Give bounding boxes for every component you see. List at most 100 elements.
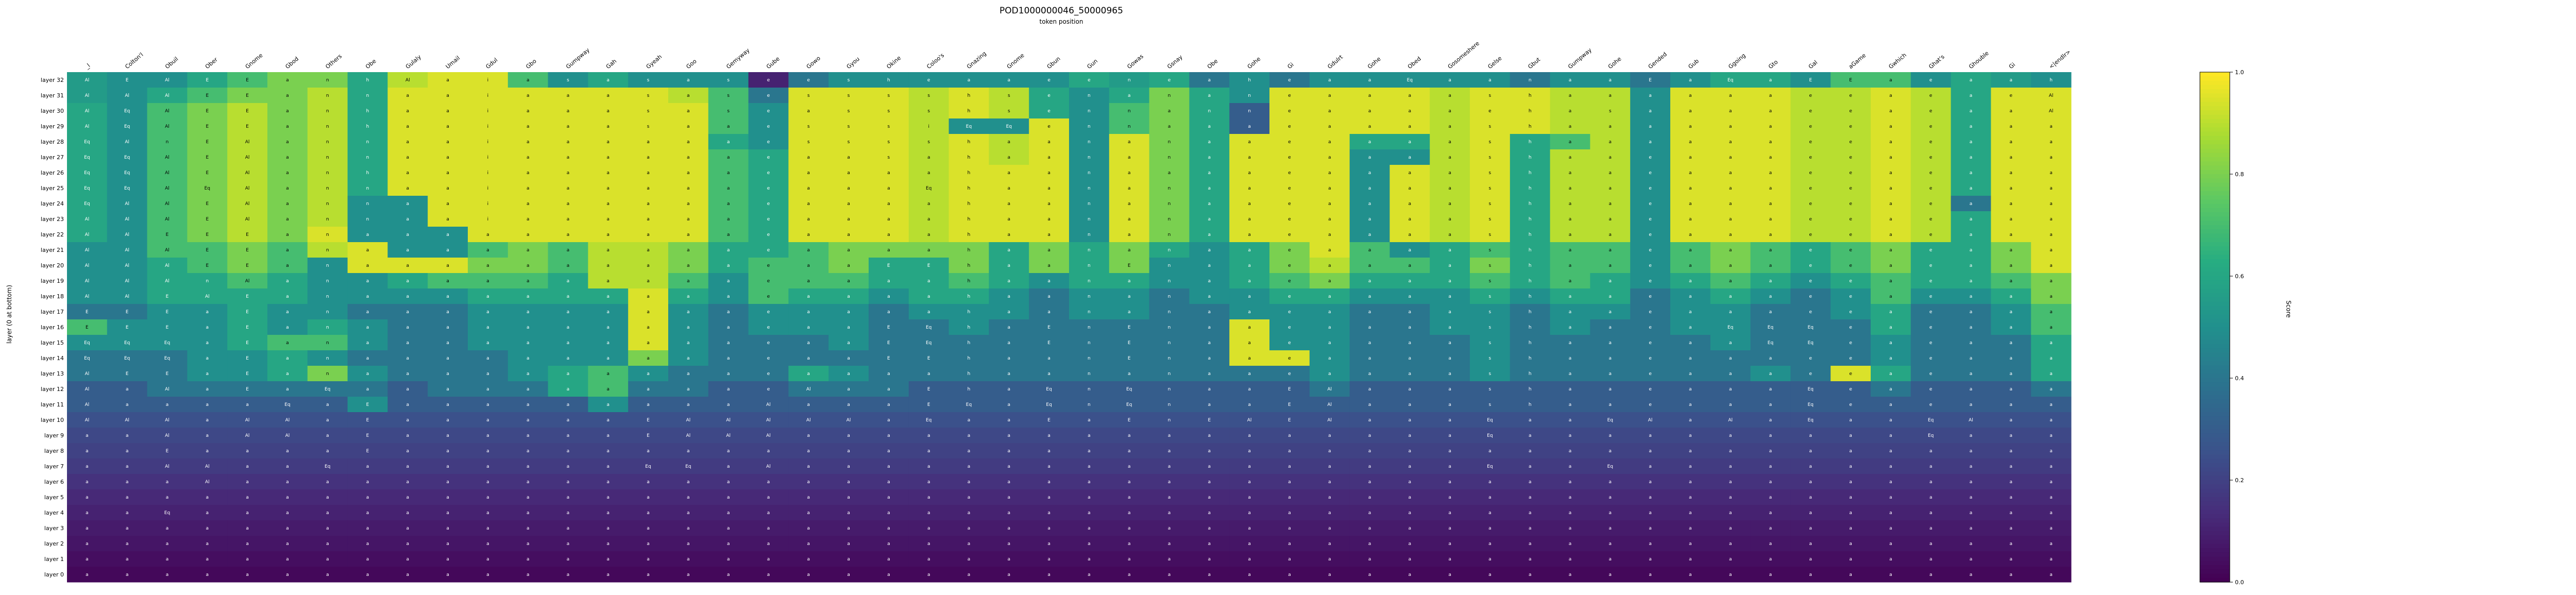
cell-label: a [486,387,489,392]
cell-label: a [767,541,770,547]
cell-label: n [326,356,329,361]
cell-label: a [807,310,810,315]
heatmap-cell [2031,72,2072,88]
cell-label: Eq [1808,341,1814,346]
cell-label: a [1970,109,1973,114]
cell-label: e [1047,93,1050,98]
cell-label: a [1929,511,1933,516]
heatmap-cell [1309,88,1350,104]
cell-label: Ε [246,341,249,346]
cell-label: a [1288,495,1291,500]
cell-label: a [687,232,690,237]
cell-label: Al [165,109,170,114]
cell-label: e [1849,186,1852,191]
cell-label: a [1047,541,1050,547]
cell-label: a [286,480,289,485]
cell-label: a [1248,294,1251,299]
cell-label: a [1368,387,1371,392]
heatmap-cell [147,88,188,104]
heatmap-cell [588,88,629,104]
cell-label: a [406,310,410,315]
colorbar-segment [2200,386,2230,392]
x-tick-label: Gnazing [965,50,988,70]
heatmap-cell [1189,103,1230,119]
cell-label: a [446,356,449,361]
cell-label: a [1008,387,1011,392]
cell-label: a [1970,341,1973,346]
cell-label: a [607,155,610,160]
cell-label: a [527,248,530,253]
cell-label: a [1609,541,1612,547]
cell-label: a [1569,232,1572,237]
cell-label: a [1328,232,1331,237]
cell-label: a [607,449,610,454]
cell-label: a [246,464,249,469]
colorbar-segment [2200,212,2230,217]
cell-label: a [286,572,289,577]
cell-label: Ε [246,356,249,361]
colorbar-segment [2200,254,2230,260]
heatmap-cell [748,88,789,104]
heatmap-cell [1831,72,1871,88]
heatmap-cell [1470,88,1511,104]
heatmap-cell [1590,103,1631,119]
cell-label: a [2010,109,2013,114]
cell-label: e [1929,201,1933,207]
cell-label: n [1088,155,1091,160]
heatmap-cell [668,134,709,150]
cell-label: a [1769,248,1772,253]
y-tick-label: layer 9 [44,432,64,439]
cell-label: a [1088,464,1091,469]
cell-label: a [446,155,449,160]
cell-label: a [1328,572,1331,577]
colorbar-segment [2200,89,2230,94]
cell-label: a [126,433,129,438]
cell-label: Ε [1288,402,1291,407]
cell-label: a [1008,464,1011,469]
colorbar-segment [2200,560,2230,566]
colorbar-segment [2200,271,2230,277]
cell-label: e [1929,217,1933,222]
cell-label: a [2010,572,2013,577]
cell-label: a [1769,495,1772,500]
cell-label: a [1328,433,1331,438]
colorbar-segment [2200,322,2230,328]
cell-label: a [1208,341,1211,346]
heatmap-cell [869,103,909,119]
cell-label: i [928,124,929,129]
heatmap-cell [1550,88,1590,104]
cell-label: a [1047,140,1050,145]
heatmap-cell [1269,88,1310,104]
cell-label: a [1769,433,1772,438]
heatmap-cell [1149,118,1190,134]
cell-label: a [527,511,530,516]
cell-label: Eq [1407,78,1413,83]
cell-label: a [1529,511,1532,516]
cell-label: i [487,140,489,145]
colorbar-segment [2200,140,2230,145]
x-tick-label: Gbod [284,56,300,71]
cell-label: a [847,248,850,253]
cell-label: a [687,356,690,361]
colorbar-segment [2200,276,2230,281]
heatmap-cell [1710,88,1751,104]
cell-label: a [1208,511,1211,516]
cell-label: a [1168,464,1171,469]
heatmap-cell [1710,72,1751,88]
cell-label: a [1248,325,1251,330]
cell-label: a [1047,201,1050,207]
cell-label: a [887,495,890,500]
cell-label: a [1368,155,1371,160]
cell-label: a [2049,186,2053,191]
cell-label: a [807,186,810,191]
cell-label: a [1609,279,1612,284]
cell-label: e [1649,232,1652,237]
cell-label: a [1208,124,1211,129]
colorbar-segment [2200,369,2230,375]
cell-label: a [1448,572,1451,577]
cell-label: Al [165,171,170,176]
cell-label: a [1328,279,1331,284]
heatmap-cell [628,103,669,119]
colorbar-segment [2200,135,2230,141]
x-tick-label: Gyeah [645,53,664,70]
